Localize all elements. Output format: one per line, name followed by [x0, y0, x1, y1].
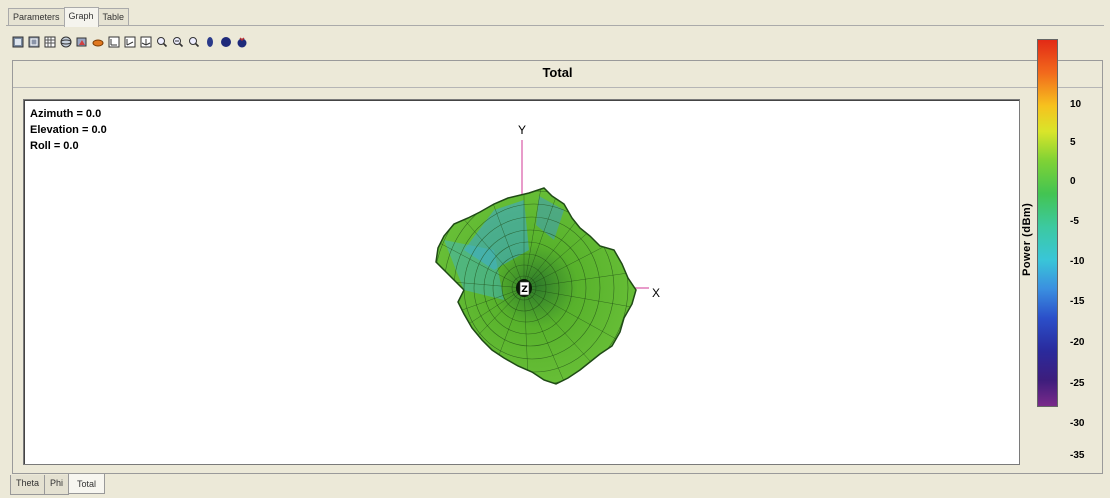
colorbar-tick: -15	[1070, 296, 1085, 307]
zoom-in-icon[interactable]	[156, 36, 168, 48]
orientation-readouts: Azimuth = 0.0 Elevation = 0.0 Roll = 0.0	[30, 106, 107, 154]
ball-icon[interactable]	[220, 36, 232, 48]
zoom-out-icon[interactable]	[188, 36, 200, 48]
colorbar-tick: -5	[1070, 216, 1079, 227]
rotate-icon[interactable]	[172, 36, 184, 48]
sphere-icon[interactable]	[60, 36, 72, 48]
top-tab-bar: Parameters Graph Table	[8, 4, 130, 27]
bottom-tab-bar: Theta Phi Total	[10, 474, 106, 495]
power-colorbar	[1037, 39, 1058, 407]
z-axis-marker	[519, 281, 530, 296]
pattern-icon[interactable]	[76, 36, 88, 48]
tab-divider	[6, 25, 1104, 26]
3d-pattern-svg: Z Y X	[435, 123, 660, 385]
cut-ball-icon[interactable]	[236, 36, 248, 48]
azimuth-readout: Azimuth = 0.0	[30, 108, 102, 120]
tab-parameters[interactable]: Parameters	[8, 8, 65, 26]
view-3d-icon[interactable]	[12, 36, 24, 48]
view-3d-wire-icon[interactable]	[28, 36, 40, 48]
tab-graph[interactable]: Graph	[63, 7, 99, 27]
colorbar-tick: -10	[1070, 256, 1085, 267]
elevation-readout: Elevation = 0.0	[30, 124, 107, 136]
colorbar-title: Power (dBm)	[1021, 202, 1033, 276]
axes-xy-icon[interactable]	[108, 36, 120, 48]
colorbar-tick: 5	[1070, 137, 1076, 148]
colorbar-tick: -20	[1070, 337, 1085, 348]
colorbar-tick: 10	[1070, 99, 1082, 110]
axes-yz-icon[interactable]	[140, 36, 152, 48]
tab-phi[interactable]: Phi	[44, 475, 70, 495]
radiation-pattern-mesh	[435, 187, 637, 385]
panel-title: Total	[542, 65, 573, 80]
x-axis-label: X	[652, 286, 660, 300]
colorbar-tick: -25	[1070, 378, 1085, 389]
graph-panel: Total Azimuth = 0.0 Elevation = 0.0 Roll…	[12, 60, 1103, 474]
z-axis-label: Z	[521, 285, 528, 295]
colorbar-tick: 0	[1070, 176, 1076, 187]
y-axis-label: Y	[518, 123, 526, 137]
colorbar-tick: -35	[1070, 450, 1085, 461]
graph-toolbar	[12, 33, 248, 51]
axes-xz-icon[interactable]	[124, 36, 136, 48]
antenna-icon[interactable]	[204, 36, 216, 48]
tab-table[interactable]: Table	[97, 8, 130, 26]
grid-icon[interactable]	[44, 36, 56, 48]
surface-icon[interactable]	[92, 36, 104, 48]
tab-total[interactable]: Total	[68, 474, 106, 494]
roll-readout: Roll = 0.0	[30, 140, 79, 152]
title-divider	[13, 87, 1102, 88]
radiation-plot-viewport[interactable]: Azimuth = 0.0 Elevation = 0.0 Roll = 0.0	[23, 99, 1020, 465]
tab-theta[interactable]: Theta	[10, 475, 46, 495]
colorbar-tick: -30	[1070, 418, 1085, 429]
